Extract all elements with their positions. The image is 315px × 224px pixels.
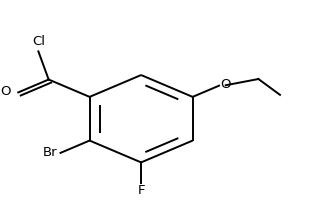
Text: O: O bbox=[220, 78, 231, 91]
Text: Br: Br bbox=[43, 146, 57, 159]
Text: Cl: Cl bbox=[32, 35, 45, 48]
Text: F: F bbox=[137, 184, 145, 197]
Text: O: O bbox=[0, 85, 11, 98]
